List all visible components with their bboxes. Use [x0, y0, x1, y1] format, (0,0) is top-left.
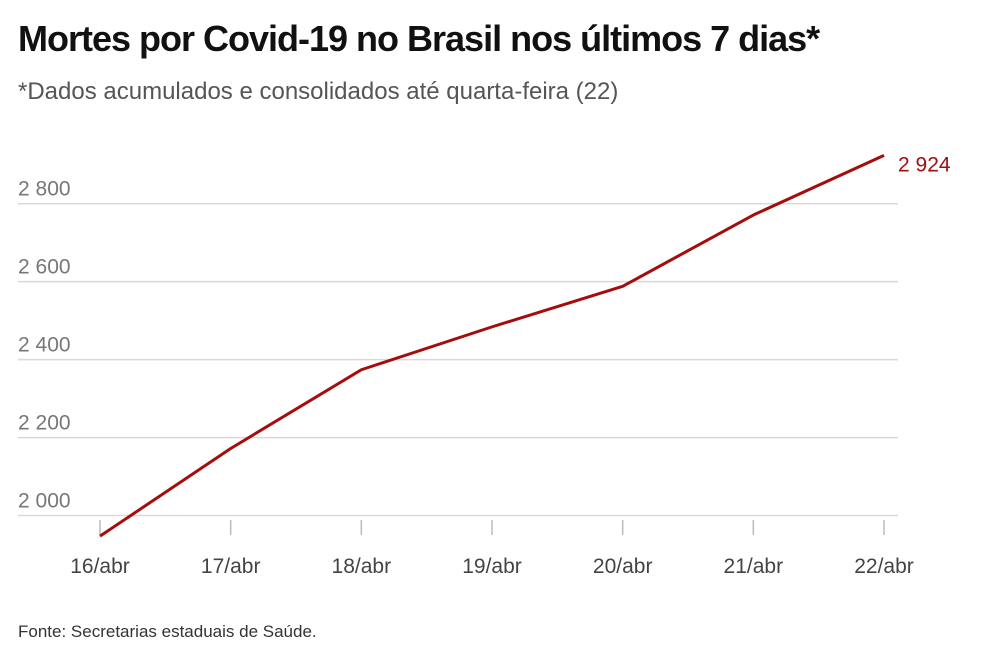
- series-line-group: [99, 154, 885, 538]
- x-tick-label: 18/abr: [332, 555, 392, 578]
- series-line: [99, 154, 885, 538]
- source-note: Fonte: Secretarias estaduais de Saúde.: [18, 622, 317, 641]
- gridlines: [18, 202, 898, 517]
- x-tick-label: 19/abr: [462, 555, 522, 578]
- chart-title: Mortes por Covid-19 no Brasil nos último…: [18, 18, 820, 59]
- x-tick-label: 16/abr: [70, 555, 130, 578]
- y-tick-label: 2 600: [18, 256, 71, 279]
- y-tick-label: 2 800: [18, 178, 71, 201]
- y-axis-labels: 2 000 2 200 2 400 2 600 2 800: [18, 178, 71, 513]
- x-tick-label: 20/abr: [593, 555, 653, 578]
- y-tick-label: 2 400: [18, 334, 71, 357]
- line-chart: 2 000 2 200 2 400 2 600 2 800 16/abr 17/abr 18…: [18, 153, 951, 578]
- x-axis: 16/abr 17/abr 18/abr 19/abr 20/abr 21/abr 22/a…: [70, 520, 914, 578]
- x-tick-label: 22/abr: [854, 555, 914, 578]
- y-tick-label: 2 000: [18, 490, 71, 513]
- chart-subtitle: *Dados acumulados e consolidados até qua…: [18, 78, 619, 105]
- x-tick-label: 21/abr: [724, 555, 784, 578]
- end-value-label: 2 924: [898, 153, 951, 176]
- y-tick-label: 2 200: [18, 412, 71, 435]
- x-tick-label: 17/abr: [201, 555, 261, 578]
- data-labels: 2 924: [898, 153, 951, 176]
